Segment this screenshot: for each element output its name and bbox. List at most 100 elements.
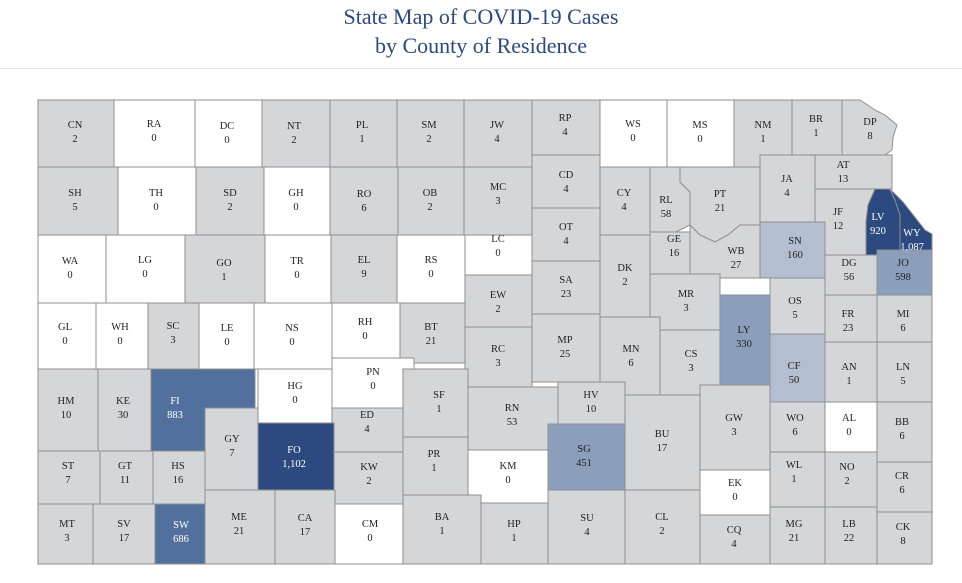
county-abbr-ca: CA	[298, 513, 313, 524]
county-ot[interactable]	[531, 207, 601, 262]
county-jw[interactable]	[463, 99, 533, 168]
county-bt[interactable]	[399, 302, 466, 364]
county-abbr-fi: FI	[170, 396, 180, 407]
county-sf[interactable]	[402, 368, 469, 438]
county-ns[interactable]	[253, 302, 333, 370]
county-cases-ns: 0	[289, 337, 294, 348]
county-cases-nt: 2	[291, 135, 296, 146]
county-rh[interactable]	[331, 302, 401, 359]
county-os[interactable]	[769, 277, 826, 335]
county-su[interactable]	[547, 489, 626, 565]
county-cm[interactable]	[334, 503, 404, 565]
county-hg[interactable]	[257, 368, 333, 424]
county-abbr-ek: EK	[728, 478, 742, 489]
county-ck[interactable]	[876, 511, 933, 565]
county-ro[interactable]	[329, 166, 399, 236]
county-cases-pn: 0	[370, 381, 375, 392]
county-hs[interactable]	[152, 450, 206, 505]
county-cases-ob: 2	[427, 202, 432, 213]
county-mp[interactable]	[531, 313, 601, 383]
county-al[interactable]	[824, 401, 878, 453]
county-cases-th: 0	[153, 202, 158, 213]
county-hp[interactable]	[480, 502, 549, 565]
county-rn[interactable]	[467, 386, 559, 451]
county-ja[interactable]	[759, 154, 816, 223]
county-cases-ms: 0	[697, 134, 702, 145]
county-ly[interactable]	[719, 294, 771, 386]
county-cd[interactable]	[531, 154, 601, 209]
county-th[interactable]	[117, 166, 197, 236]
county-cases-ek: 0	[732, 492, 737, 503]
county-cases-km: 0	[505, 475, 510, 486]
county-ba[interactable]	[402, 494, 482, 565]
county-abbr-jw: JW	[490, 120, 504, 131]
county-lc[interactable]	[464, 234, 533, 276]
county-abbr-bu: BU	[655, 429, 670, 440]
county-gw[interactable]	[699, 384, 771, 471]
county-sa[interactable]	[531, 260, 601, 315]
county-sd[interactable]	[195, 166, 265, 236]
county-gt[interactable]	[99, 450, 154, 505]
county-pl[interactable]	[329, 99, 398, 168]
county-ob[interactable]	[397, 166, 465, 236]
county-ra[interactable]	[113, 99, 196, 168]
county-abbr-cs: CS	[685, 349, 698, 360]
county-wa[interactable]	[37, 234, 107, 304]
county-mg[interactable]	[769, 506, 826, 565]
county-no[interactable]	[824, 451, 878, 508]
county-el[interactable]	[330, 234, 398, 304]
county-cf[interactable]	[769, 333, 826, 403]
county-rp[interactable]	[531, 99, 601, 156]
county-ca[interactable]	[274, 489, 336, 565]
county-abbr-pn: PN	[366, 367, 380, 378]
county-bb[interactable]	[876, 401, 933, 463]
county-at[interactable]	[814, 154, 893, 190]
county-abbr-lg: LG	[138, 255, 152, 266]
county-sg[interactable]	[547, 423, 626, 491]
map-title: State Map of COVID-19 Cases by County of…	[0, 2, 962, 60]
county-dg[interactable]	[824, 254, 878, 296]
county-gh[interactable]	[263, 166, 331, 236]
county-abbr-ke: KE	[116, 396, 130, 407]
county-kw[interactable]	[333, 451, 404, 505]
county-an[interactable]	[824, 341, 878, 403]
county-rc[interactable]	[464, 326, 533, 388]
county-tr[interactable]	[264, 234, 332, 304]
county-cases-ly: 330	[736, 339, 752, 350]
county-cy[interactable]	[599, 166, 651, 236]
county-cases-su: 4	[584, 527, 590, 538]
county-nt[interactable]	[261, 99, 331, 168]
county-cases-mg: 21	[789, 533, 800, 544]
county-pn[interactable]	[331, 357, 415, 409]
county-km[interactable]	[467, 449, 549, 504]
county-sh[interactable]	[37, 166, 119, 236]
county-cq[interactable]	[699, 514, 771, 565]
county-le[interactable]	[198, 302, 255, 370]
county-dc[interactable]	[194, 99, 263, 168]
county-st[interactable]	[37, 450, 101, 505]
county-dk[interactable]	[599, 234, 651, 318]
county-wo[interactable]	[769, 401, 826, 453]
county-mi[interactable]	[876, 294, 933, 343]
county-cases-wb: 27	[731, 260, 742, 271]
county-cases-le: 0	[224, 337, 229, 348]
county-rs[interactable]	[396, 234, 466, 304]
county-hv[interactable]	[557, 381, 626, 425]
county-fo[interactable]	[257, 422, 335, 491]
county-ln[interactable]	[876, 341, 933, 403]
county-lg[interactable]	[105, 234, 186, 304]
county-ge[interactable]	[649, 231, 691, 275]
county-sw[interactable]	[154, 503, 206, 565]
county-ew[interactable]	[464, 274, 533, 328]
county-cn[interactable]	[37, 99, 115, 168]
county-cases-ba: 1	[439, 526, 444, 537]
county-abbr-dk: DK	[617, 263, 633, 274]
county-br[interactable]	[791, 99, 843, 156]
county-lb[interactable]	[824, 506, 878, 565]
county-bu[interactable]	[624, 394, 701, 491]
county-abbr-cy: CY	[617, 188, 632, 199]
county-ke[interactable]	[97, 368, 154, 452]
county-go[interactable]	[184, 234, 266, 304]
county-abbr-bt: BT	[424, 322, 438, 333]
county-cr[interactable]	[876, 461, 933, 513]
